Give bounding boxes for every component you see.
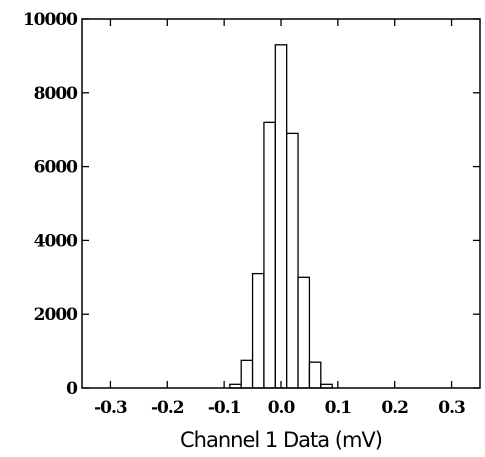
y-tick-label: 10000 <box>23 10 78 30</box>
y-tick-label: 2000 <box>34 305 78 325</box>
x-tick-labels: -0.3 -0.2 -0.1 0.0 0.1 0.2 0.3 <box>94 398 466 418</box>
x-axis-title: Channel 1 Data (mV) <box>180 428 382 452</box>
y-tick-label: 6000 <box>34 158 78 178</box>
histogram-bar <box>297 276 311 389</box>
histogram-bar <box>286 132 299 389</box>
y-tick-labels: 0 2000 4000 6000 8000 10000 <box>23 10 79 399</box>
bars-layer <box>229 44 333 389</box>
histogram-bar <box>274 44 288 389</box>
y-tick-label: 4000 <box>34 231 78 251</box>
y-tick-label: 0 <box>66 379 78 399</box>
plot-frame <box>81 18 481 389</box>
y-tick-label: 8000 <box>34 84 78 104</box>
x-tick-label: 0.0 <box>268 398 296 418</box>
x-tick-label: -0.3 <box>94 398 127 418</box>
x-tick-label: 0.3 <box>438 398 465 418</box>
x-tick-label: 0.2 <box>381 398 408 418</box>
histogram-bar <box>251 272 265 389</box>
histogram-bar <box>240 359 254 389</box>
histogram-bar <box>263 121 276 389</box>
x-tick-label: -0.1 <box>208 398 241 418</box>
x-tick-label: 0.1 <box>325 398 352 418</box>
x-tick-label: -0.2 <box>151 398 184 418</box>
histogram-bar <box>308 361 322 389</box>
